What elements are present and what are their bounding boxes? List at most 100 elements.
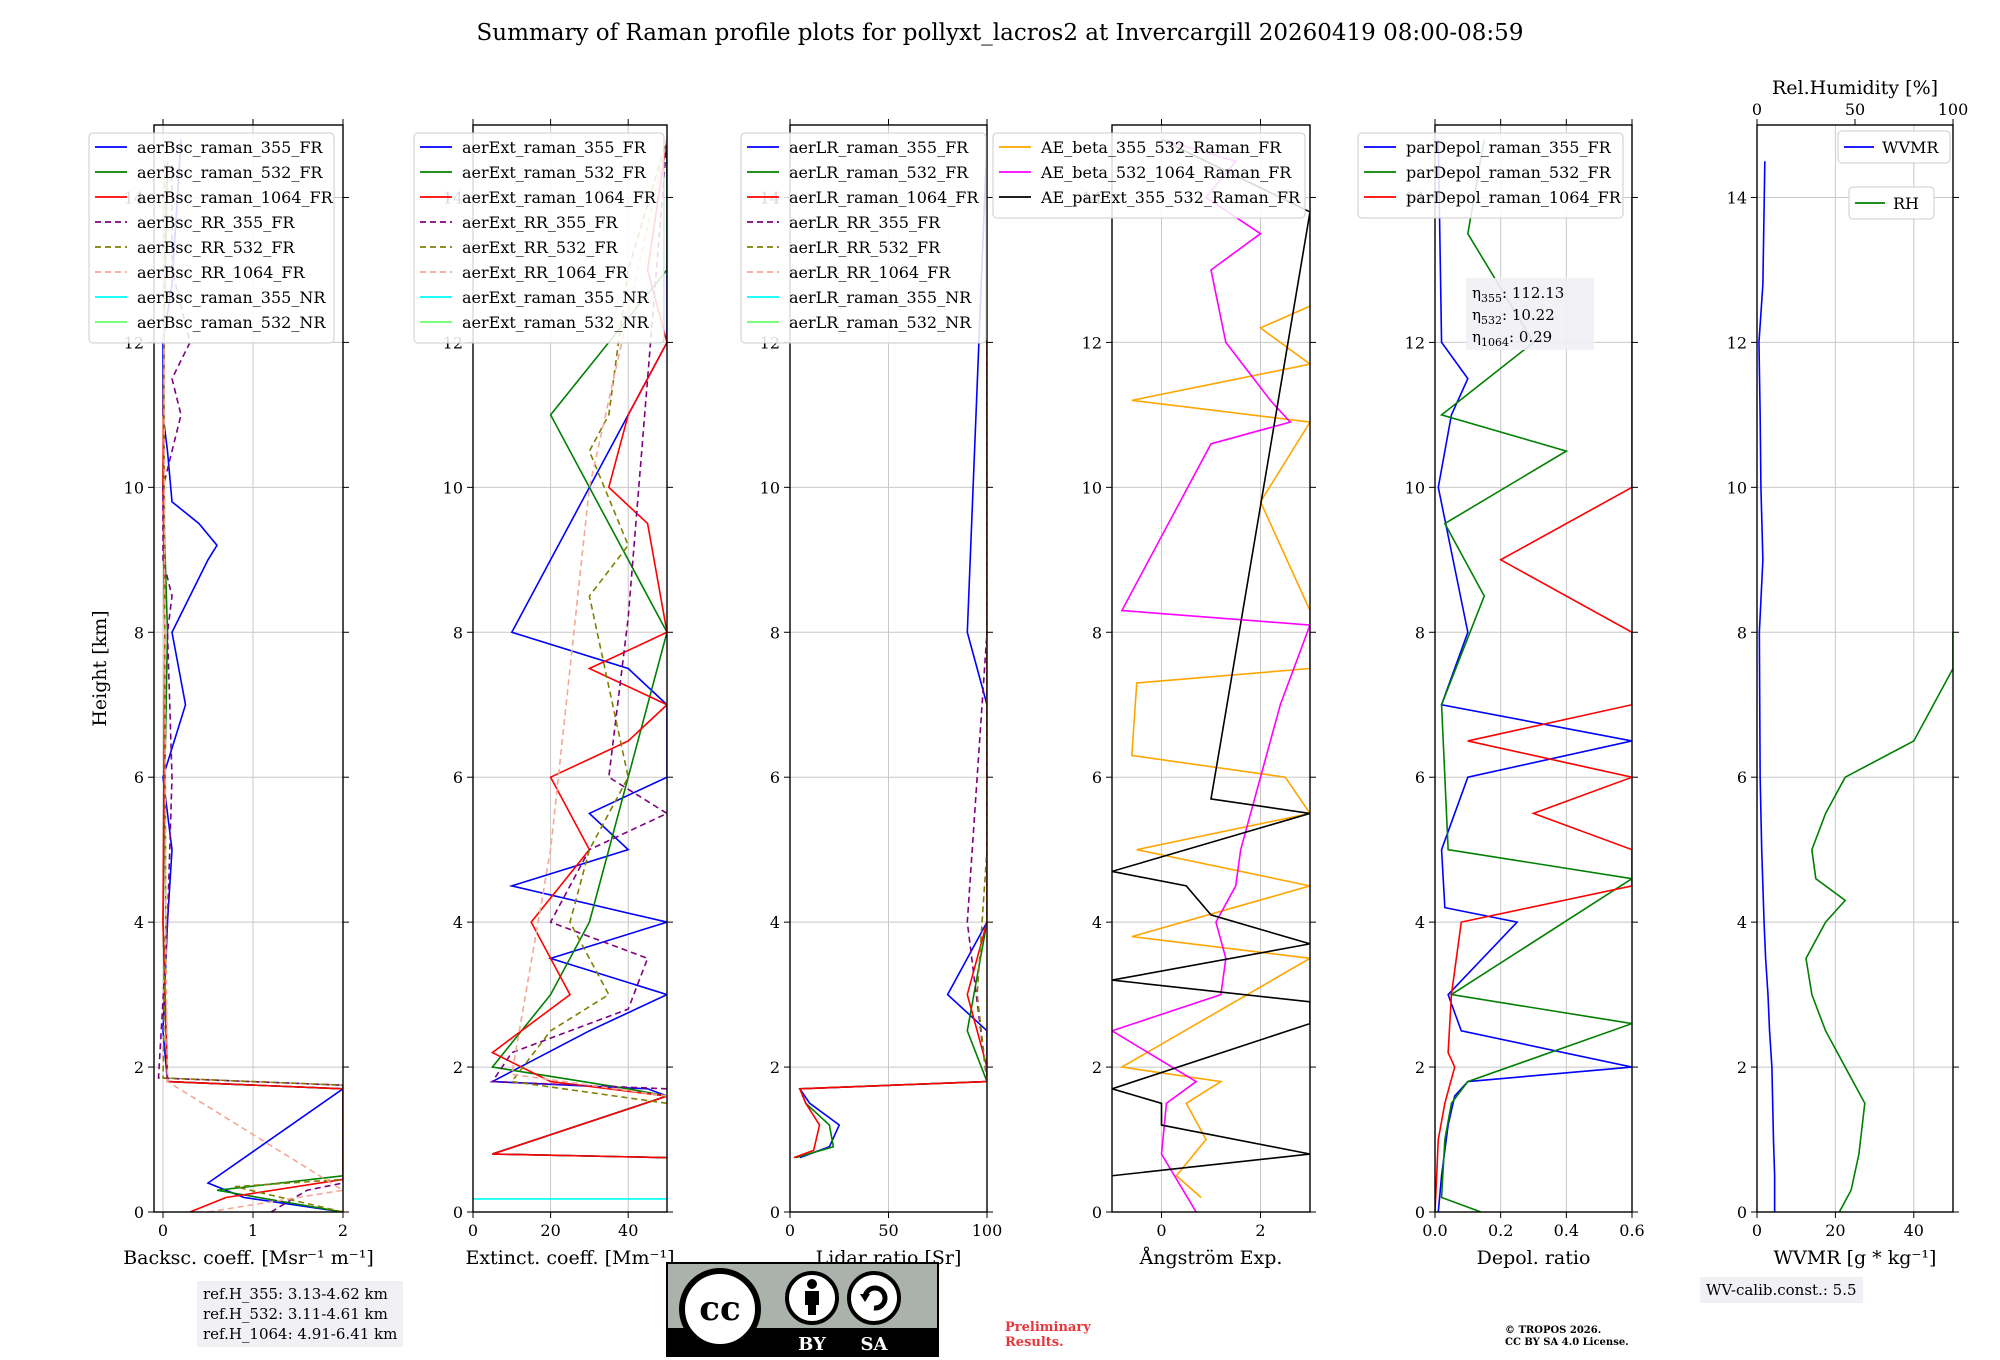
x-tick-label: 1 bbox=[248, 1221, 258, 1240]
axes-frame bbox=[1111, 124, 1311, 1213]
series-AE_beta_355_532_Raman_FR bbox=[1119, 305, 1310, 1199]
legend-label: aerLR_RR_355_FR bbox=[789, 213, 941, 232]
x-tick-label: 0.4 bbox=[1554, 1221, 1579, 1240]
legend-label: aerLR_raman_1064_FR bbox=[789, 188, 979, 207]
y-tick-label: 10 bbox=[124, 478, 144, 497]
y-tick-label: 4 bbox=[1092, 913, 1102, 932]
legend-label: RH bbox=[1893, 194, 1919, 213]
legend-label: aerLR_raman_532_NR bbox=[789, 313, 972, 332]
legend-label: aerBsc_raman_532_NR bbox=[137, 313, 326, 332]
legend-label: aerLR_raman_355_FR bbox=[789, 138, 969, 157]
axes-frame bbox=[472, 124, 668, 1213]
by-label: BY bbox=[798, 1334, 827, 1355]
eta-value: η1064: 0.29 bbox=[1472, 328, 1552, 349]
copyright-line-1: © TROPOS 2026. bbox=[1505, 1325, 1602, 1336]
x-tick-label: 0.0 bbox=[1422, 1221, 1447, 1240]
panel-4: 0202468101214Ångström Exp.AE_beta_355_53… bbox=[992, 119, 1316, 1269]
eta-value: η532: 10.22 bbox=[1472, 306, 1555, 327]
legend-label: aerExt_RR_1064_FR bbox=[462, 263, 629, 282]
legend-label: aerExt_raman_355_NR bbox=[462, 288, 650, 307]
x-tick-label: 20 bbox=[1825, 1221, 1845, 1240]
x-tick-label: 0.2 bbox=[1488, 1221, 1513, 1240]
y-tick-label: 4 bbox=[453, 913, 463, 932]
x-tick-label: 2 bbox=[1255, 1221, 1265, 1240]
axes-frame bbox=[153, 124, 344, 1213]
y-tick-label: 12 bbox=[1082, 333, 1102, 352]
legend-label: AE_beta_355_532_Raman_FR bbox=[1040, 138, 1282, 157]
legend-frame bbox=[1357, 132, 1624, 219]
y-tick-label: 2 bbox=[770, 1058, 780, 1077]
x-tick-label: 50 bbox=[878, 1221, 898, 1240]
legend: parDepol_raman_355_FR parDepol_raman_532_… bbox=[1357, 132, 1624, 219]
eta-value: η355: 112.13 bbox=[1472, 284, 1564, 305]
legend: aerLR_raman_355_FR aerLR_raman_532_FR aerL… bbox=[740, 132, 987, 344]
legend-frame bbox=[1848, 186, 1935, 220]
legend-label: aerExt_raman_1064_FR bbox=[462, 188, 657, 207]
legend-label: aerExt_raman_532_NR bbox=[462, 313, 650, 332]
x-tick-label: 20 bbox=[540, 1221, 560, 1240]
series-aerLR_raman_1064_FR bbox=[793, 139, 987, 1159]
legend-frame bbox=[992, 132, 1306, 219]
y-tick-label: 10 bbox=[1405, 478, 1425, 497]
legend-label: parDepol_raman_1064_FR bbox=[1406, 188, 1622, 207]
y-tick-label: 10 bbox=[1727, 478, 1747, 497]
x-tick-label: 40 bbox=[618, 1221, 638, 1240]
x-tick-label: 0.6 bbox=[1619, 1221, 1644, 1240]
series-aerExt_raman_355_FR bbox=[489, 139, 667, 1159]
share-alike-icon bbox=[860, 1285, 888, 1311]
legend-label: aerBsc_RR_1064_FR bbox=[137, 263, 306, 282]
axes-frame bbox=[1434, 124, 1633, 1213]
series-aerExt_raman_1064_FR bbox=[490, 139, 667, 1159]
legend-label: AE_beta_532_1064_Raman_FR bbox=[1040, 163, 1292, 182]
y-tick-label: 10 bbox=[1082, 478, 1102, 497]
legend-label: aerBsc_raman_355_NR bbox=[137, 288, 326, 307]
x-tick-label: 2 bbox=[338, 1221, 348, 1240]
y-tick-label: 2 bbox=[453, 1058, 463, 1077]
y-tick-label: 8 bbox=[770, 623, 780, 642]
y-tick-label: 6 bbox=[134, 768, 144, 787]
preliminary-line-1: Preliminary bbox=[1005, 1320, 1091, 1335]
legend-label: aerLR_RR_532_FR bbox=[789, 238, 941, 257]
ref-height-532: ref.H_532: 3.11-4.61 km bbox=[203, 1305, 388, 1323]
y-tick-label: 6 bbox=[770, 768, 780, 787]
legend-label: aerExt_raman_355_FR bbox=[462, 138, 647, 157]
y-tick-label: 6 bbox=[453, 768, 463, 787]
series-aerBsc_RR_355_FR bbox=[157, 161, 343, 1212]
x2-tick-label: 100 bbox=[1938, 100, 1969, 119]
x-tick-label: 100 bbox=[972, 1221, 1003, 1240]
y-tick-label: 10 bbox=[760, 478, 780, 497]
copyright-note: © TROPOS 2026. CC BY SA 4.0 License. bbox=[1505, 1325, 1629, 1349]
copyright-line-2: CC BY SA 4.0 License. bbox=[1505, 1337, 1629, 1348]
series-aerLR_raman_355_FR bbox=[798, 139, 987, 1159]
legend-label: aerBsc_RR_532_FR bbox=[137, 238, 295, 257]
preliminary-line-2: Results. bbox=[1005, 1335, 1064, 1350]
y-tick-label: 8 bbox=[1737, 623, 1747, 642]
y-tick-label: 2 bbox=[1415, 1058, 1425, 1077]
panel-3: 05010002468101214Lidar ratio [Sr]aerLR_r… bbox=[740, 119, 1003, 1269]
y-tick-label: 4 bbox=[1737, 913, 1747, 932]
y-tick-label: 0 bbox=[1415, 1203, 1425, 1222]
y-tick-label: 12 bbox=[1727, 333, 1747, 352]
sa-label: SA bbox=[861, 1334, 889, 1355]
series-WVMR bbox=[1758, 161, 1776, 1212]
x-tick-label: 0 bbox=[468, 1221, 478, 1240]
legend-label: aerBsc_raman_1064_FR bbox=[137, 188, 334, 207]
x-tick-label: 40 bbox=[1904, 1221, 1924, 1240]
legend-label: parDepol_raman_355_FR bbox=[1406, 138, 1612, 157]
y-tick-label: 10 bbox=[443, 478, 463, 497]
preliminary-results-note: Preliminary Results. bbox=[1005, 1320, 1091, 1350]
legend-frame bbox=[88, 132, 335, 344]
legend-label: aerLR_RR_1064_FR bbox=[789, 263, 951, 282]
x-axis-label: WVMR [g * kg⁻¹] bbox=[1774, 1247, 1937, 1269]
y-tick-label: 8 bbox=[134, 623, 144, 642]
y-tick-label: 0 bbox=[770, 1203, 780, 1222]
series-aerExt_RR_1064_FR bbox=[510, 139, 667, 1097]
legend: aerExt_raman_355_FR aerExt_raman_532_FRae… bbox=[413, 132, 665, 344]
axes-frame bbox=[1756, 124, 1954, 1213]
y-tick-label: 0 bbox=[1092, 1203, 1102, 1222]
series-AE_beta_532_1064_Raman_FR bbox=[1112, 138, 1310, 1212]
y-tick-label: 8 bbox=[1415, 623, 1425, 642]
y-tick-label: 8 bbox=[453, 623, 463, 642]
legend-label: aerBsc_raman_532_FR bbox=[137, 163, 323, 182]
